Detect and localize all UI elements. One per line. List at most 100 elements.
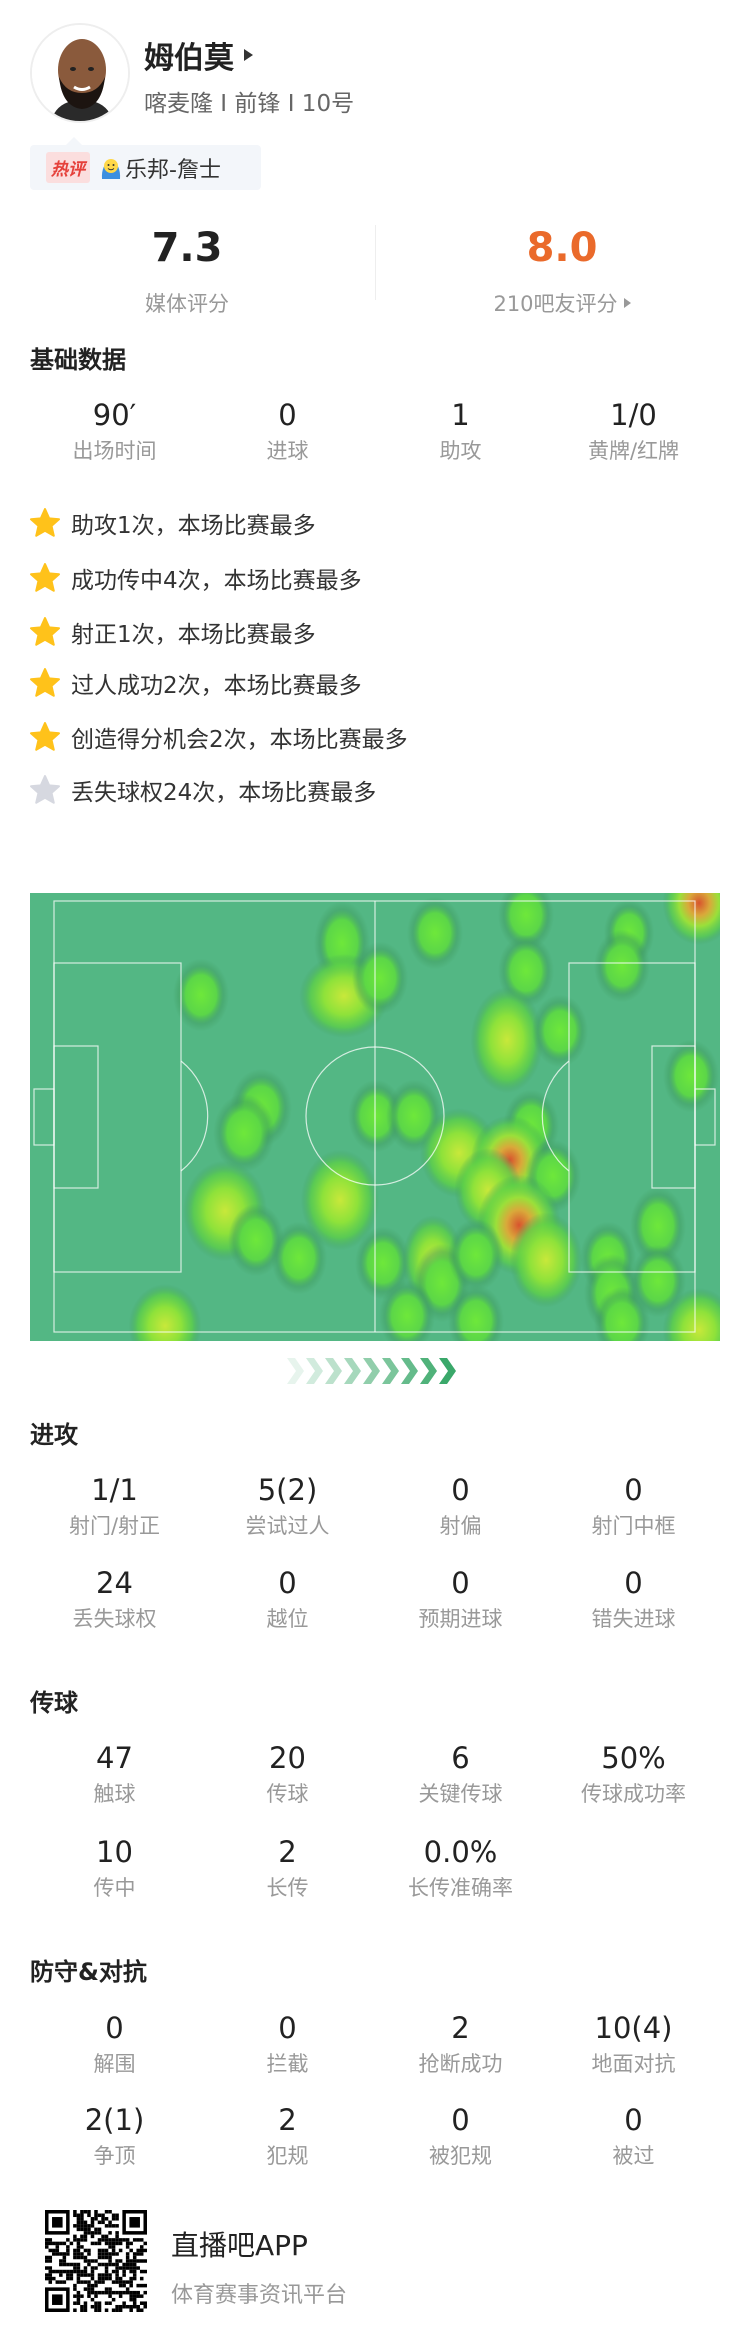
star-icon xyxy=(30,775,60,804)
stat-attack: 1/1 射门/射正 xyxy=(28,1472,201,1542)
stat-value: 0 xyxy=(278,1566,297,1600)
star-icon xyxy=(30,508,60,537)
stat-passing: 0.0% 长传准确率 xyxy=(374,1834,547,1904)
heat-spot xyxy=(352,941,408,1015)
basic-stats-title: 基础数据 xyxy=(30,346,126,374)
stat-attack: 0 预期进球 xyxy=(374,1565,547,1635)
stat-value: 2 xyxy=(278,2103,297,2137)
stat-passing: 6 关键传球 xyxy=(374,1740,547,1810)
heat-spot xyxy=(448,1284,504,1341)
caret-right-icon xyxy=(244,49,253,61)
fan-rating[interactable]: 8.0 210吧友评分 xyxy=(432,224,692,318)
heat-spot xyxy=(663,1039,719,1113)
rating-divider xyxy=(375,225,376,300)
stat-attack: 0 越位 xyxy=(201,1565,374,1635)
fan-rating-value: 8.0 xyxy=(526,225,598,271)
stat-value: 0 xyxy=(451,1566,470,1600)
highlight-item: 成功传中4次，本场比赛最多 xyxy=(29,560,362,596)
stat-value: 2 xyxy=(451,2011,470,2045)
stat-defense: 2(1) 争顶 xyxy=(28,2102,201,2172)
center-circle xyxy=(305,1046,445,1186)
stat-label: 被犯规 xyxy=(429,2144,492,2168)
chevron-icon xyxy=(306,1358,323,1384)
stat-label: 传球成功率 xyxy=(581,1782,686,1806)
heat-spot xyxy=(355,1226,411,1300)
star-icon xyxy=(30,722,60,751)
stat-label: 犯规 xyxy=(266,2144,309,2168)
stat-passing: 50% 传球成功率 xyxy=(547,1740,720,1810)
qr-finder xyxy=(122,2210,147,2235)
stat-value: 2 xyxy=(278,1835,297,1869)
stat-value: 0 xyxy=(451,2103,470,2137)
player-avatar[interactable] xyxy=(30,23,130,123)
star-icon xyxy=(30,563,60,592)
stat-label: 地面对抗 xyxy=(591,2052,676,2076)
stat-value: 6 xyxy=(451,1741,470,1775)
stat-label: 被过 xyxy=(612,2144,655,2168)
highlight-item: 助攻1次，本场比赛最多 xyxy=(29,505,316,541)
stat-value: 24 xyxy=(96,1566,133,1600)
player-photo xyxy=(32,25,128,121)
defense-stats-grid: 0 解围 0 拦截 2 抢断成功 10(4) 地面对抗 2(1) 争顶 2 犯规 0 被犯规 0 被过 xyxy=(28,2010,720,2172)
highlight-text: 丢失球权24次，本场比赛最多 xyxy=(71,780,377,806)
stat-passing: 20 传球 xyxy=(201,1740,374,1810)
stat-value: 2(1) xyxy=(84,2103,145,2137)
stat-passing: 2 长传 xyxy=(201,1834,374,1904)
hot-comment[interactable]: 热评 乐邦-詹士 xyxy=(30,137,261,190)
chevron-icon xyxy=(344,1358,361,1384)
stat-value: 0 xyxy=(624,1473,643,1507)
chevron-icon xyxy=(439,1358,456,1384)
player-subtitle: 喀麦隆 I 前锋 I 10号 xyxy=(144,91,355,117)
media-rating-value: 7.3 xyxy=(151,225,223,271)
stat-basic: 1/0 黄牌/红牌 xyxy=(547,397,720,467)
left-penalty-arc xyxy=(180,1060,209,1172)
stat-defense: 0 拦截 xyxy=(201,2010,374,2080)
heat-spot xyxy=(228,1203,284,1277)
right-penalty-arc xyxy=(541,1060,570,1172)
stat-value: 0 xyxy=(105,2011,124,2045)
heat-spot xyxy=(300,1149,380,1251)
stat-label: 传球 xyxy=(266,1782,309,1806)
qr-code xyxy=(45,2210,147,2312)
stat-attack: 5(2) 尝试过人 xyxy=(201,1472,374,1542)
left-goal xyxy=(33,1088,55,1146)
stat-value: 47 xyxy=(96,1741,133,1775)
direction-arrows-icon xyxy=(287,1358,456,1384)
stat-label: 解围 xyxy=(93,2052,136,2076)
stat-label: 越位 xyxy=(266,1607,309,1631)
heat-spot xyxy=(630,1244,686,1318)
heat-spot xyxy=(662,893,720,945)
stat-value: 20 xyxy=(269,1741,306,1775)
attack-stats-grid: 1/1 射门/射正 5(2) 尝试过人 0 射偏 0 射门中框 24 丢失球权 0 越位 0 预期进球 0 错… xyxy=(28,1472,720,1635)
stat-attack: 0 错失进球 xyxy=(547,1565,720,1635)
stat-label: 丢失球权 xyxy=(72,1607,157,1631)
player-name-link[interactable]: 姆伯莫 xyxy=(144,33,253,77)
player-name: 姆伯莫 xyxy=(144,41,234,76)
stat-label: 错失进球 xyxy=(591,1607,676,1631)
stat-label: 出场时间 xyxy=(72,439,157,463)
stat-value: 0 xyxy=(624,1566,643,1600)
stat-label: 黄牌/红牌 xyxy=(587,439,680,463)
stat-label: 传中 xyxy=(93,1876,136,1900)
stat-value: 1/0 xyxy=(610,398,657,432)
heat-spot xyxy=(379,1279,435,1341)
stat-passing: 47 触球 xyxy=(28,1740,201,1810)
media-rating-label: 媒体评分 xyxy=(145,292,229,316)
stat-label: 抢断成功 xyxy=(418,2052,503,2076)
heat-spot xyxy=(128,1284,202,1341)
stat-defense: 2 犯规 xyxy=(201,2102,374,2172)
stat-passing: 10 传中 xyxy=(28,1834,201,1904)
heat-spot xyxy=(271,1221,327,1295)
heat-spot xyxy=(173,958,229,1032)
stat-value: 0 xyxy=(278,398,297,432)
stat-basic: 90′ 出场时间 xyxy=(28,397,201,467)
stat-label: 射门中框 xyxy=(591,1514,676,1538)
heat-spot xyxy=(213,1093,275,1173)
media-rating: 7.3 媒体评分 xyxy=(57,224,317,318)
highlight-item: 丢失球权24次，本场比赛最多 xyxy=(29,772,376,808)
qr-finder xyxy=(45,2287,70,2312)
app-tagline: 体育赛事资讯平台 xyxy=(171,2283,348,2308)
heat-spot xyxy=(594,929,650,1003)
stat-defense: 0 被过 xyxy=(547,2102,720,2172)
stat-value: 90′ xyxy=(92,398,137,432)
